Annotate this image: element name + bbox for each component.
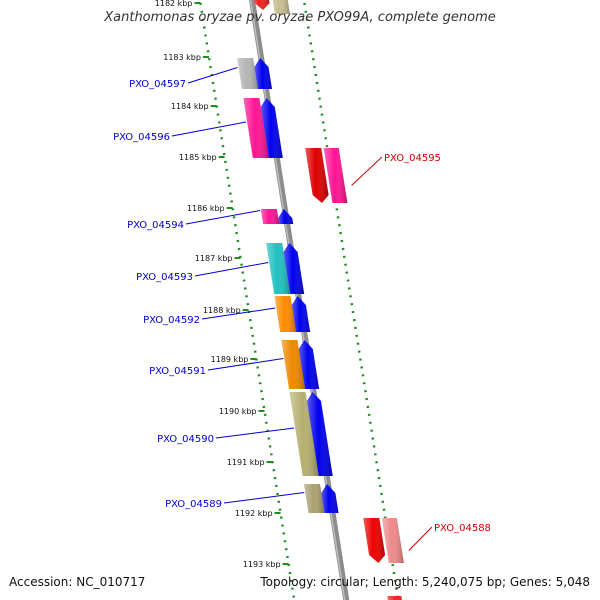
gene-pxo-04593-leader-line bbox=[194, 262, 269, 277]
kbp-tick-label: 1184 kbp bbox=[171, 102, 209, 111]
gene-pxo-04588-label[interactable]: PXO_04588 bbox=[434, 523, 491, 534]
gene-pxo-04597-strand-arrow-shading bbox=[254, 58, 272, 89]
partial-gene-bottom-red-shading bbox=[387, 596, 402, 600]
gene-pxo-04591-label[interactable]: PXO_04591 bbox=[149, 366, 206, 377]
gene-pxo-04595-feature-shading bbox=[323, 148, 348, 203]
gene-pxo-04588-strand-arrow-shading bbox=[363, 518, 386, 563]
gene-pxo-04594-leader-line bbox=[185, 210, 261, 225]
gene-pxo-04590-label[interactable]: PXO_04590 bbox=[157, 434, 214, 445]
gene-pxo-04596-label[interactable]: PXO_04596 bbox=[113, 132, 170, 143]
kbp-tick-label: 1188 kbp bbox=[203, 306, 241, 315]
gene-pxo-04595-label[interactable]: PXO_04595 bbox=[384, 153, 441, 164]
kbp-tick-label: 1190 kbp bbox=[219, 407, 257, 416]
gene-pxo-04594-label[interactable]: PXO_04594 bbox=[127, 220, 184, 231]
gene-pxo-04596-feature-shading bbox=[243, 98, 269, 158]
gene-pxo-04597-leader-line bbox=[187, 67, 238, 84]
gene-pxo-04591-feature-shading bbox=[281, 340, 306, 389]
gene-pxo-04592-feature-shading bbox=[274, 296, 297, 332]
map-title: Xanthomonas oryzae pv. oryzae PXO99A, co… bbox=[104, 10, 496, 25]
gene-pxo-04590-leader-line bbox=[215, 427, 295, 439]
gene-pxo-04588-leader-line bbox=[408, 526, 433, 551]
gene-pxo-04592-leader-line bbox=[201, 307, 276, 320]
gene-pxo-04596-strand-arrow-shading bbox=[260, 98, 283, 158]
gene-pxo-04593-strand-arrow-shading bbox=[283, 243, 305, 294]
gene-pxo-04593-label[interactable]: PXO_04593 bbox=[136, 272, 193, 283]
gene-pxo-04591-leader-line bbox=[207, 358, 284, 371]
kbp-tick-label: 1192 kbp bbox=[235, 509, 273, 518]
kbp-tick-label: 1186 kbp bbox=[187, 204, 225, 213]
gene-pxo-04597-label[interactable]: PXO_04597 bbox=[129, 79, 186, 90]
gene-pxo-04590-strand-arrow-shading bbox=[307, 392, 333, 476]
genome-summary-text: Topology: circular; Length: 5,240,075 bp… bbox=[260, 575, 590, 589]
kbp-tick-label: 1189 kbp bbox=[211, 355, 249, 364]
kbp-tick-label: 1182 kbp bbox=[155, 0, 193, 8]
partial-gene-top-khaki-shading bbox=[272, 0, 290, 14]
gene-pxo-04589-leader-line bbox=[223, 492, 305, 504]
gene-pxo-04597-feature-shading bbox=[237, 58, 258, 89]
kbp-tick-label: 1185 kbp bbox=[179, 153, 217, 162]
kbp-tick-label: 1193 kbp bbox=[243, 560, 281, 569]
gene-pxo-04590-feature-shading bbox=[289, 392, 319, 476]
kbp-tick-label: 1187 kbp bbox=[195, 254, 233, 263]
gene-pxo-04592-strand-arrow-shading bbox=[291, 296, 311, 332]
gene-pxo-04594-strand-arrow-shading bbox=[278, 209, 294, 224]
gene-pxo-04589-label[interactable]: PXO_04589 bbox=[165, 499, 222, 510]
accession-text: Accession: NC_010717 bbox=[9, 575, 146, 589]
gene-pxo-04591-strand-arrow-shading bbox=[298, 340, 320, 389]
gene-pxo-04588-feature-shading bbox=[381, 518, 404, 563]
gene-pxo-04595-leader-line bbox=[351, 156, 383, 186]
gene-pxo-04594-feature-shading bbox=[260, 209, 280, 224]
gene-pxo-04589-strand-arrow-shading bbox=[321, 484, 339, 513]
gene-pxo-04596-leader-line bbox=[171, 121, 247, 137]
gene-pxo-04592-label[interactable]: PXO_04592 bbox=[143, 315, 200, 326]
gene-pxo-04595-strand-arrow-shading bbox=[305, 148, 329, 203]
gene-pxo-04589-feature-shading bbox=[304, 484, 325, 513]
kbp-tick-label: 1183 kbp bbox=[163, 53, 201, 62]
kbp-tick-label: 1191 kbp bbox=[227, 458, 265, 467]
partial-gene-top-red-shading bbox=[254, 0, 270, 10]
